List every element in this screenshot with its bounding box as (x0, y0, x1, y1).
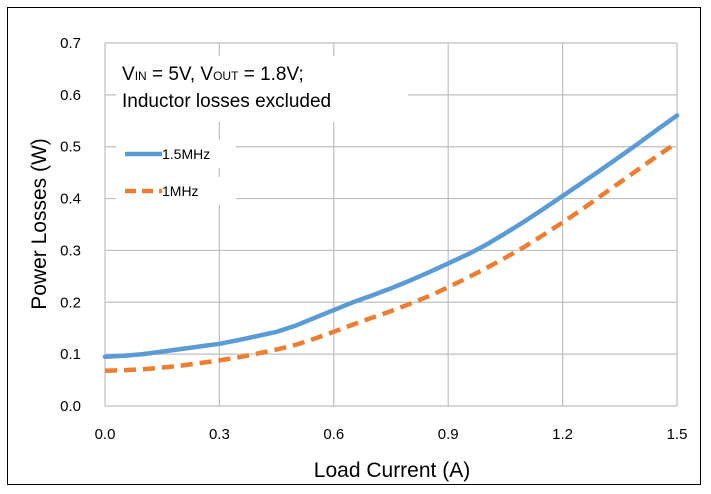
annotation-subscript: IN (135, 69, 147, 83)
legend-label: 1MHz (162, 183, 199, 199)
y-tick-labels: 0.0 0.1 0.2 0.3 0.4 0.5 0.6 0.7 (60, 35, 81, 415)
x-axis-title: Load Current (A) (314, 459, 470, 482)
series-layer (102, 113, 680, 373)
y-tick-label: 0.4 (60, 191, 81, 208)
y-tick-label: 0.1 (60, 346, 81, 363)
y-axis-title: Power Losses (W) (28, 138, 51, 310)
x-tick-label: 0.6 (323, 426, 344, 443)
legend: 1.5MHz 1MHz (116, 140, 236, 205)
y-tick-label: 0.7 (60, 35, 81, 52)
legend-label: 1.5MHz (162, 146, 210, 162)
y-tick-label: 0.0 (60, 398, 81, 415)
x-tick-label: 0.0 (95, 426, 116, 443)
annotation-text: = 1.8V; (238, 64, 303, 85)
y-tick-label: 0.2 (60, 294, 81, 311)
annotation-line-2: Inductor losses excluded (122, 91, 331, 112)
series-line-1mhz (104, 140, 679, 373)
annotation-text: = 5V, V (147, 64, 214, 85)
x-tick-label: 1.2 (552, 426, 573, 443)
y-tick-label: 0.6 (60, 87, 81, 104)
annotation-subscript: OUT (213, 69, 239, 83)
annotation-line-1: VIN = 5V, VOUT = 1.8V; (122, 64, 304, 85)
y-tick-label: 0.3 (60, 242, 81, 259)
y-tick-label: 0.5 (60, 139, 81, 156)
x-tick-label: 1.5 (667, 426, 688, 443)
annotation-background (116, 56, 408, 122)
annotation: VIN = 5V, VOUT = 1.8V; Inductor losses e… (116, 56, 408, 122)
x-tick-labels: 0.0 0.3 0.6 0.9 1.2 1.5 (95, 426, 688, 443)
series-line-1.5mhz (102, 113, 680, 359)
x-tick-label: 0.3 (209, 426, 230, 443)
x-tick-label: 0.9 (438, 426, 459, 443)
annotation-text: V (122, 64, 135, 85)
